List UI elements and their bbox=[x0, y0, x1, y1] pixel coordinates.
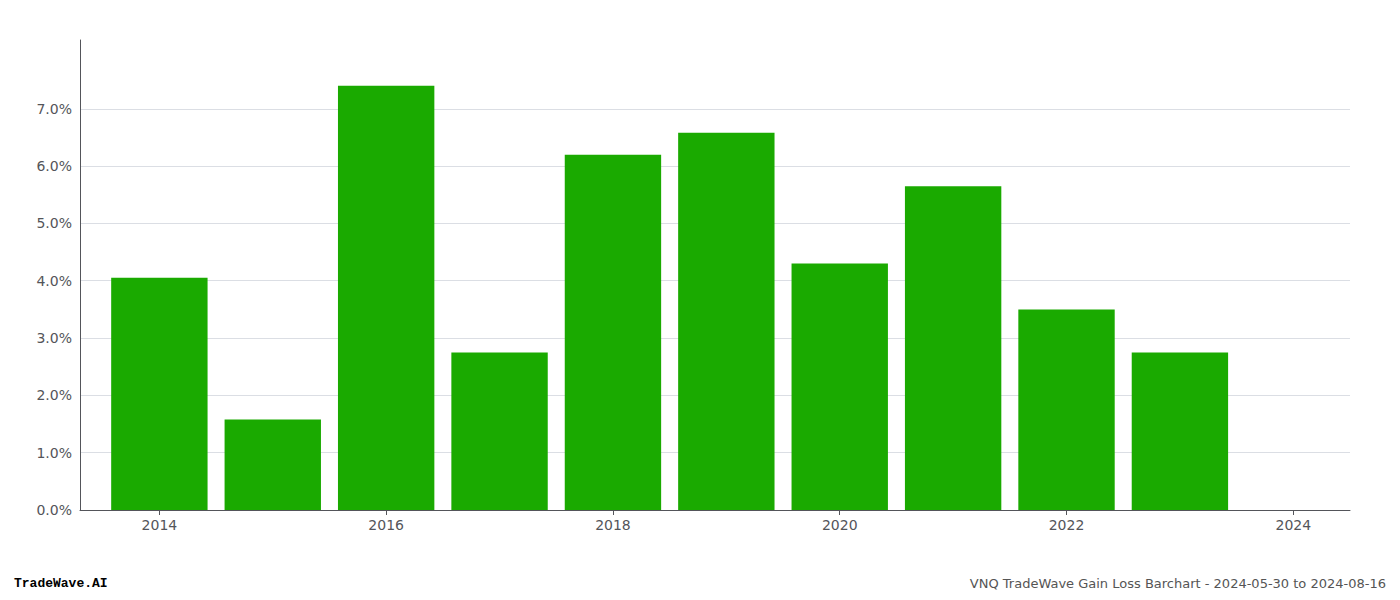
svg-text:TradeWave.AI: TradeWave.AI bbox=[14, 576, 108, 591]
svg-text:2020: 2020 bbox=[822, 517, 858, 533]
svg-text:6.0%: 6.0% bbox=[36, 158, 72, 174]
svg-text:2.0%: 2.0% bbox=[36, 387, 72, 403]
svg-text:3.0%: 3.0% bbox=[36, 330, 72, 346]
svg-text:4.0%: 4.0% bbox=[36, 273, 72, 289]
svg-text:2016: 2016 bbox=[368, 517, 404, 533]
svg-text:2014: 2014 bbox=[142, 517, 178, 533]
svg-text:7.0%: 7.0% bbox=[36, 101, 72, 117]
svg-text:2022: 2022 bbox=[1049, 517, 1085, 533]
svg-text:0.0%: 0.0% bbox=[36, 502, 72, 518]
svg-text:VNQ TradeWave Gain Loss Barcha: VNQ TradeWave Gain Loss Barchart - 2024-… bbox=[970, 576, 1386, 591]
svg-text:1.0%: 1.0% bbox=[36, 445, 72, 461]
svg-text:2018: 2018 bbox=[595, 517, 631, 533]
svg-text:2024: 2024 bbox=[1275, 517, 1311, 533]
svg-text:5.0%: 5.0% bbox=[36, 215, 72, 231]
